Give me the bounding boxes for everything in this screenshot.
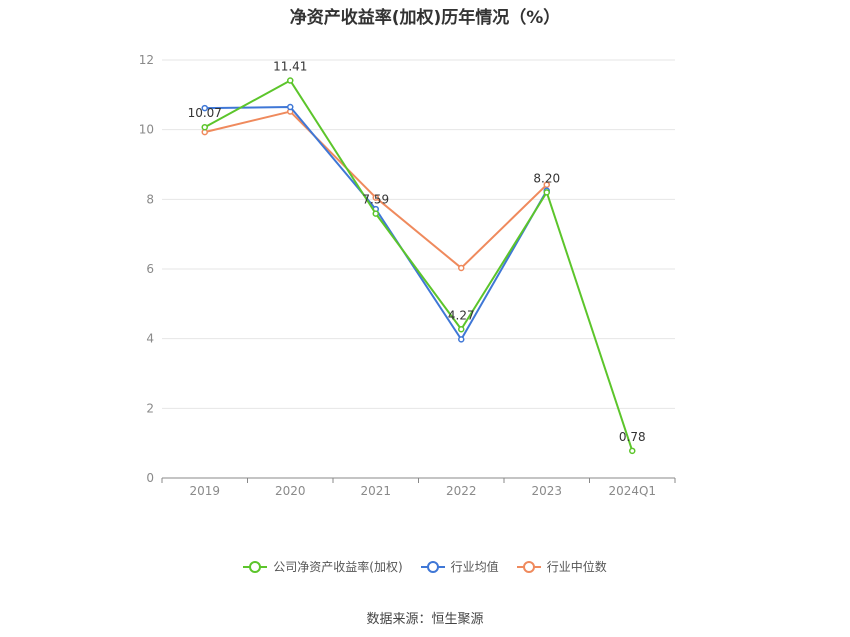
- y-tick-label: 2: [146, 401, 154, 415]
- x-tick-label: 2023: [531, 484, 562, 498]
- legend-swatch: [516, 560, 541, 573]
- data-label: 8.20: [533, 171, 560, 185]
- series-line: [204, 106, 548, 341]
- legend-swatch: [243, 560, 268, 573]
- series-line: [204, 79, 634, 452]
- series-layer: [201, 77, 636, 455]
- data-label: 4.27: [448, 308, 475, 322]
- legend-label: 行业中位数: [546, 560, 607, 574]
- y-tick-label: 0: [146, 471, 154, 485]
- data-point[interactable]: [458, 264, 465, 272]
- source-note: 数据来源：恒生聚源: [366, 612, 484, 627]
- data-point[interactable]: [201, 104, 208, 112]
- data-point[interactable]: [372, 194, 379, 201]
- data-label: 10.07: [188, 106, 222, 120]
- legend-item[interactable]: 行业均值: [420, 558, 499, 575]
- data-label: 7.59: [362, 193, 389, 207]
- legend-swatch: [420, 560, 445, 573]
- legend-item[interactable]: 行业中位数: [516, 558, 607, 575]
- data-point[interactable]: [287, 103, 294, 111]
- legend-label: 行业均值: [450, 560, 499, 574]
- data-label: 11.41: [273, 60, 307, 74]
- data-point[interactable]: [543, 189, 550, 196]
- y-tick-label: 12: [139, 53, 154, 67]
- data-point[interactable]: [458, 326, 465, 333]
- y-tick-label: 4: [146, 332, 154, 346]
- axis-layer: 0 2 4 6 8 10 12 2019 2020 2021 2022 2023 2024Q1: [139, 53, 676, 498]
- legend: 公司净资产收益率(加权) 行业均值 行业中位数: [0, 558, 850, 575]
- x-tick-label: 2019: [189, 484, 220, 498]
- data-label: 0.78: [619, 430, 646, 444]
- data-point[interactable]: [372, 210, 379, 217]
- grid-layer: [162, 59, 675, 409]
- chart-title: 净资产收益率(加权)历年情况（%）: [289, 8, 561, 28]
- y-tick-label: 10: [139, 123, 154, 137]
- y-tick-label: 6: [146, 262, 154, 276]
- label-layer: 10.07 11.41 7.59 4.27 8.20 0.78: [188, 60, 646, 444]
- data-point[interactable]: [287, 77, 294, 84]
- data-point[interactable]: [458, 336, 465, 343]
- data-point[interactable]: [543, 181, 550, 188]
- x-tick-label: 2024Q1: [608, 484, 656, 498]
- x-tick-label: 2020: [275, 484, 306, 498]
- x-tick-label: 2021: [360, 484, 391, 498]
- series-line: [204, 110, 548, 269]
- data-point[interactable]: [629, 447, 636, 455]
- y-tick-label: 8: [146, 192, 154, 206]
- x-tick-label: 2022: [446, 484, 477, 498]
- data-point[interactable]: [201, 123, 208, 131]
- legend-item[interactable]: 公司净资产收益率(加权): [243, 558, 403, 575]
- legend-label: 公司净资产收益率(加权): [273, 560, 403, 574]
